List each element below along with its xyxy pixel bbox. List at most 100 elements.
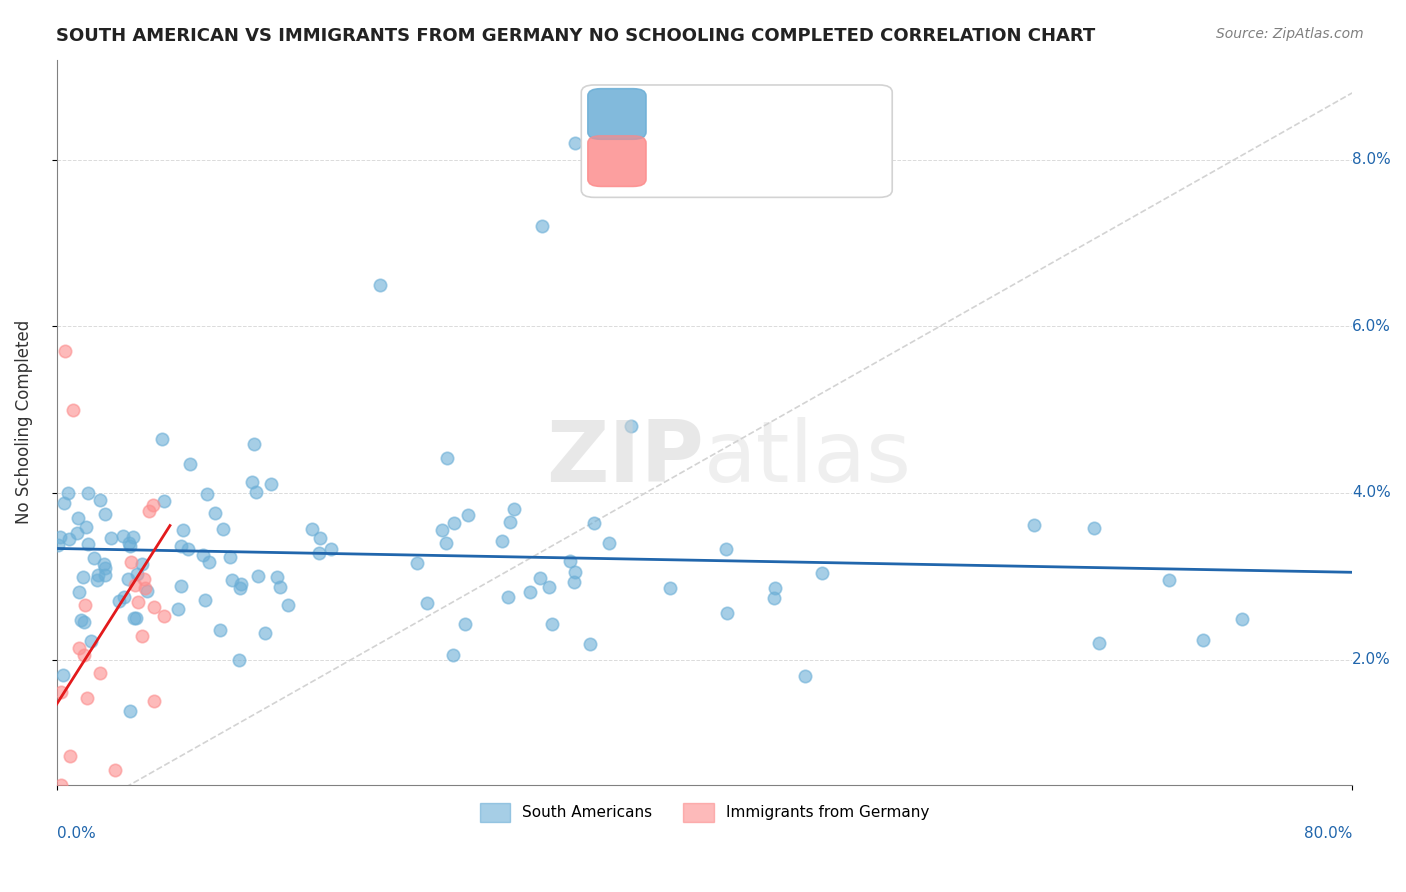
Text: R =  0.539  N = 22: R = 0.539 N = 22 [644,153,824,170]
Point [491,533,513,548]
Point [131,629,153,643]
Point [308,546,330,560]
Point [219,549,242,564]
Point [245,485,267,500]
Point [49,685,72,699]
Text: 6.0%: 6.0% [1353,318,1391,334]
Text: atlas: atlas [704,417,912,500]
Point [150,432,173,446]
Point [86,573,108,587]
Point [228,653,250,667]
Point [134,572,156,586]
Point [1192,633,1215,648]
Point [70,613,93,627]
Point [716,606,738,620]
Point [714,542,737,557]
Point [453,617,475,632]
Point [436,451,458,466]
Point [531,219,554,234]
Point [810,566,832,580]
Point [1022,517,1045,532]
Point [104,763,127,777]
Text: 8.0%: 8.0% [1353,153,1391,167]
Point [134,581,156,595]
Point [56,486,79,500]
Point [441,648,464,663]
Point [94,507,117,521]
Point [562,574,585,589]
Text: ZIP: ZIP [547,417,704,500]
Point [763,591,786,605]
Text: 4.0%: 4.0% [1353,485,1391,500]
Point [277,598,299,612]
Point [582,516,605,530]
Point [170,579,193,593]
Point [73,648,96,663]
Point [221,573,243,587]
Point [125,566,148,581]
Point [52,667,75,681]
Text: R = -0.067  N = 111: R = -0.067 N = 111 [644,102,834,120]
Point [212,522,235,536]
Point [75,598,97,612]
Point [301,522,323,536]
Point [75,520,97,534]
Point [94,568,117,582]
Point [58,533,80,547]
Point [53,344,76,359]
Point [118,539,141,553]
Point [246,569,269,583]
Point [153,609,176,624]
Point [136,583,159,598]
Point [457,508,479,523]
Point [502,501,524,516]
Point [443,516,465,530]
Point [117,572,139,586]
Point [138,504,160,518]
Point [80,634,103,648]
Point [266,570,288,584]
Point [253,626,276,640]
Point [117,535,139,549]
Point [260,477,283,491]
Point [62,402,84,417]
Point [172,523,194,537]
Point [46,538,69,552]
Point [406,556,429,570]
Point [72,570,94,584]
Text: 2.0%: 2.0% [1353,652,1391,667]
Point [53,496,76,510]
Point [564,565,586,579]
Point [142,498,165,512]
Point [153,493,176,508]
Text: 0.0%: 0.0% [56,826,96,841]
Point [76,690,98,705]
Point [124,578,146,592]
Point [309,531,332,545]
Point [598,536,620,550]
FancyBboxPatch shape [581,85,893,197]
Point [541,616,564,631]
Point [763,582,786,596]
Text: SOUTH AMERICAN VS IMMIGRANTS FROM GERMANY NO SCHOOLING COMPLETED CORRELATION CHA: SOUTH AMERICAN VS IMMIGRANTS FROM GERMAN… [56,27,1095,45]
Point [1087,636,1109,650]
Point [66,525,89,540]
Point [659,582,682,596]
Point [93,557,115,571]
Point [794,669,817,683]
Point [93,561,115,575]
Point [560,554,582,568]
Y-axis label: No Schooling Completed: No Schooling Completed [15,320,32,524]
Point [59,749,82,764]
Point [67,510,90,524]
Point [89,665,111,680]
Point [579,637,602,651]
Point [496,590,519,604]
Point [49,778,72,792]
Point [1083,521,1105,535]
FancyBboxPatch shape [588,88,647,139]
Point [240,475,263,489]
Point [83,550,105,565]
Point [620,419,643,434]
Point [86,568,108,582]
